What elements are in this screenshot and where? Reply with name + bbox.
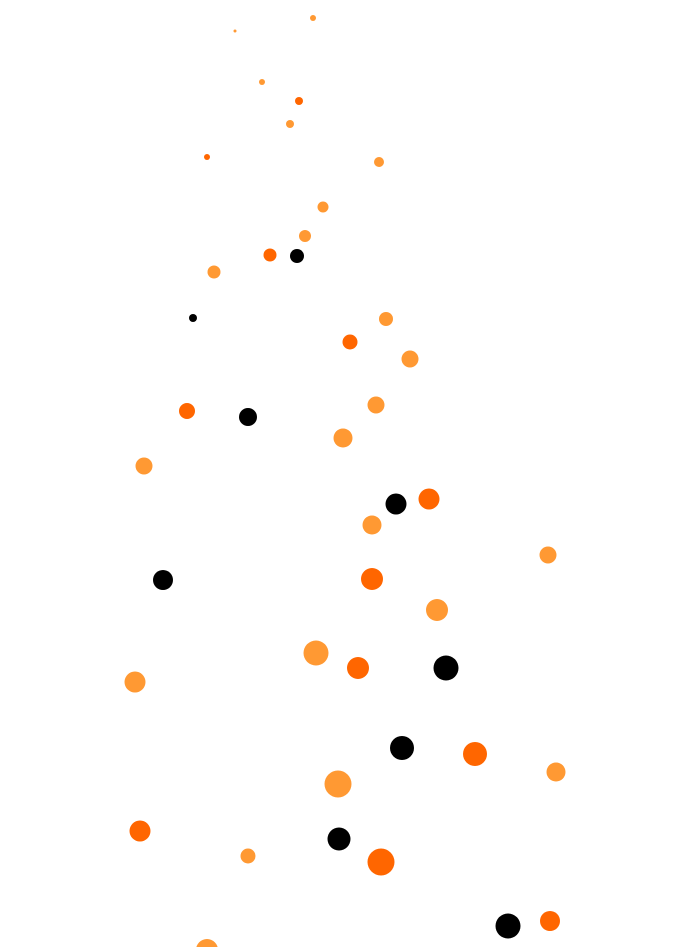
black-dot <box>385 493 407 515</box>
light-orange-dot <box>233 29 237 33</box>
black-dot <box>153 570 173 590</box>
dark-orange-dot <box>361 568 383 590</box>
black-dot <box>390 736 414 760</box>
light-orange-dot <box>135 457 153 475</box>
dark-orange-dot <box>179 403 195 419</box>
light-orange-dot <box>426 599 448 621</box>
light-orange-dot <box>196 939 218 947</box>
light-orange-dot <box>299 230 311 242</box>
light-orange-dot <box>286 120 294 128</box>
black-dot <box>433 655 459 681</box>
light-orange-dot <box>379 312 393 326</box>
dark-orange-dot <box>263 248 277 262</box>
dark-orange-dot <box>347 657 369 679</box>
dark-orange-dot <box>295 97 303 105</box>
light-orange-dot <box>310 15 316 21</box>
dark-orange-dot <box>204 154 210 160</box>
light-orange-dot <box>546 762 566 782</box>
light-orange-dot <box>317 201 329 213</box>
light-orange-dot <box>401 350 419 368</box>
light-orange-dot <box>240 848 256 864</box>
light-orange-dot <box>324 770 352 798</box>
light-orange-dot <box>259 79 265 85</box>
light-orange-dot <box>124 671 146 693</box>
black-dot <box>327 827 351 851</box>
black-dot <box>290 249 304 263</box>
dark-orange-dot <box>540 911 560 931</box>
dark-orange-dot <box>418 488 440 510</box>
black-dot <box>239 408 257 426</box>
black-dot <box>495 913 521 939</box>
light-orange-dot <box>333 428 353 448</box>
dark-orange-dot <box>129 820 151 842</box>
light-orange-dot <box>303 640 329 666</box>
dark-orange-dot <box>463 742 487 766</box>
light-orange-dot <box>362 515 382 535</box>
light-orange-dot <box>539 546 557 564</box>
dark-orange-dot <box>342 334 358 350</box>
light-orange-dot <box>367 396 385 414</box>
black-dot <box>189 314 197 322</box>
light-orange-dot <box>374 157 384 167</box>
light-orange-dot <box>207 265 221 279</box>
dark-orange-dot <box>367 848 395 876</box>
